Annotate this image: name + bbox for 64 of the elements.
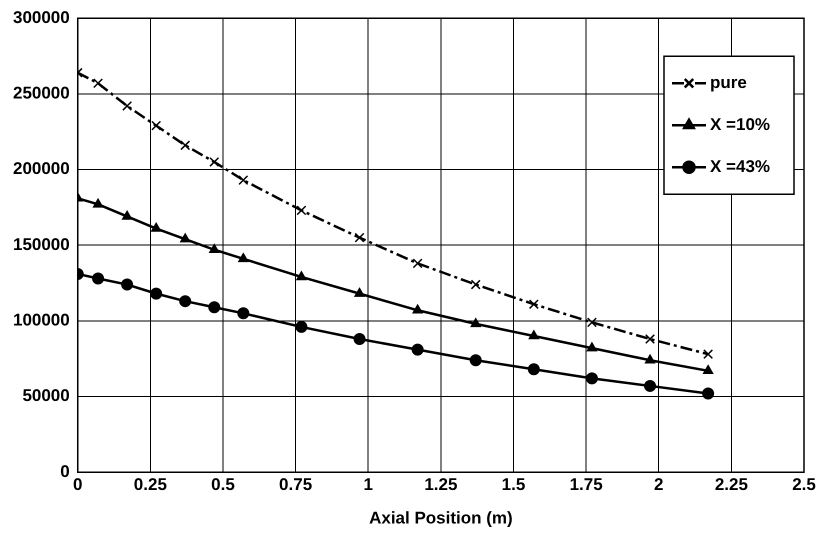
x-tick-label: 0.5 [211, 475, 235, 494]
x-tick-label: 2.25 [714, 475, 748, 494]
point [121, 278, 134, 291]
point [703, 349, 714, 360]
point [150, 222, 162, 232]
point [354, 288, 365, 297]
point [180, 233, 190, 242]
legend-label: pure [710, 72, 747, 92]
point [238, 252, 249, 262]
point [470, 280, 481, 290]
x-tick-label: 1 [364, 475, 373, 494]
point [586, 317, 597, 328]
point [296, 205, 306, 216]
point [412, 258, 423, 268]
y-tick-label: 300000 [12, 8, 70, 27]
x-tick-label: 1.5 [502, 475, 526, 494]
point [92, 272, 104, 284]
point [122, 100, 132, 111]
x-tick-label: 0.75 [279, 475, 312, 494]
point [237, 307, 250, 320]
y-tick-label: 50000 [22, 386, 70, 406]
point [238, 175, 248, 186]
point [470, 354, 482, 366]
x-tick-label: 2.5 [792, 475, 816, 494]
point [295, 320, 308, 333]
x-tick-label: 0.25 [134, 475, 167, 494]
point [93, 78, 104, 88]
y-tick-label: 250000 [12, 84, 70, 103]
legend-label: X =10% [710, 114, 770, 134]
point [209, 156, 220, 167]
point [528, 363, 540, 376]
point [179, 295, 192, 308]
point [412, 304, 423, 314]
point [92, 198, 104, 208]
y-tick-label: 200000 [12, 159, 70, 178]
legend-label: X =43% [710, 156, 770, 176]
x-tick-label: 1.75 [570, 475, 603, 494]
point [208, 301, 220, 314]
y-tick-label: 100000 [12, 310, 70, 330]
point [354, 333, 366, 346]
point [645, 334, 656, 344]
point [644, 380, 656, 392]
point [586, 372, 598, 384]
point [354, 232, 365, 243]
point [702, 364, 714, 374]
x-tick-label: 0 [72, 475, 82, 494]
point [296, 270, 307, 280]
x-tick-label: 2 [654, 475, 664, 494]
point [528, 299, 539, 310]
point [644, 354, 656, 364]
point [150, 288, 162, 300]
point [470, 318, 481, 328]
y-tick-label: 150000 [12, 234, 70, 254]
point [412, 344, 424, 356]
x-tick-label: 1.25 [424, 475, 458, 494]
point [528, 330, 540, 340]
point [209, 244, 220, 253]
point [151, 120, 162, 131]
x-axis-title: Axial Position (m) [369, 508, 513, 528]
point [702, 388, 714, 400]
y-tick-label: 0 [60, 462, 70, 481]
point [586, 342, 598, 352]
point [122, 210, 132, 220]
point [180, 140, 190, 150]
